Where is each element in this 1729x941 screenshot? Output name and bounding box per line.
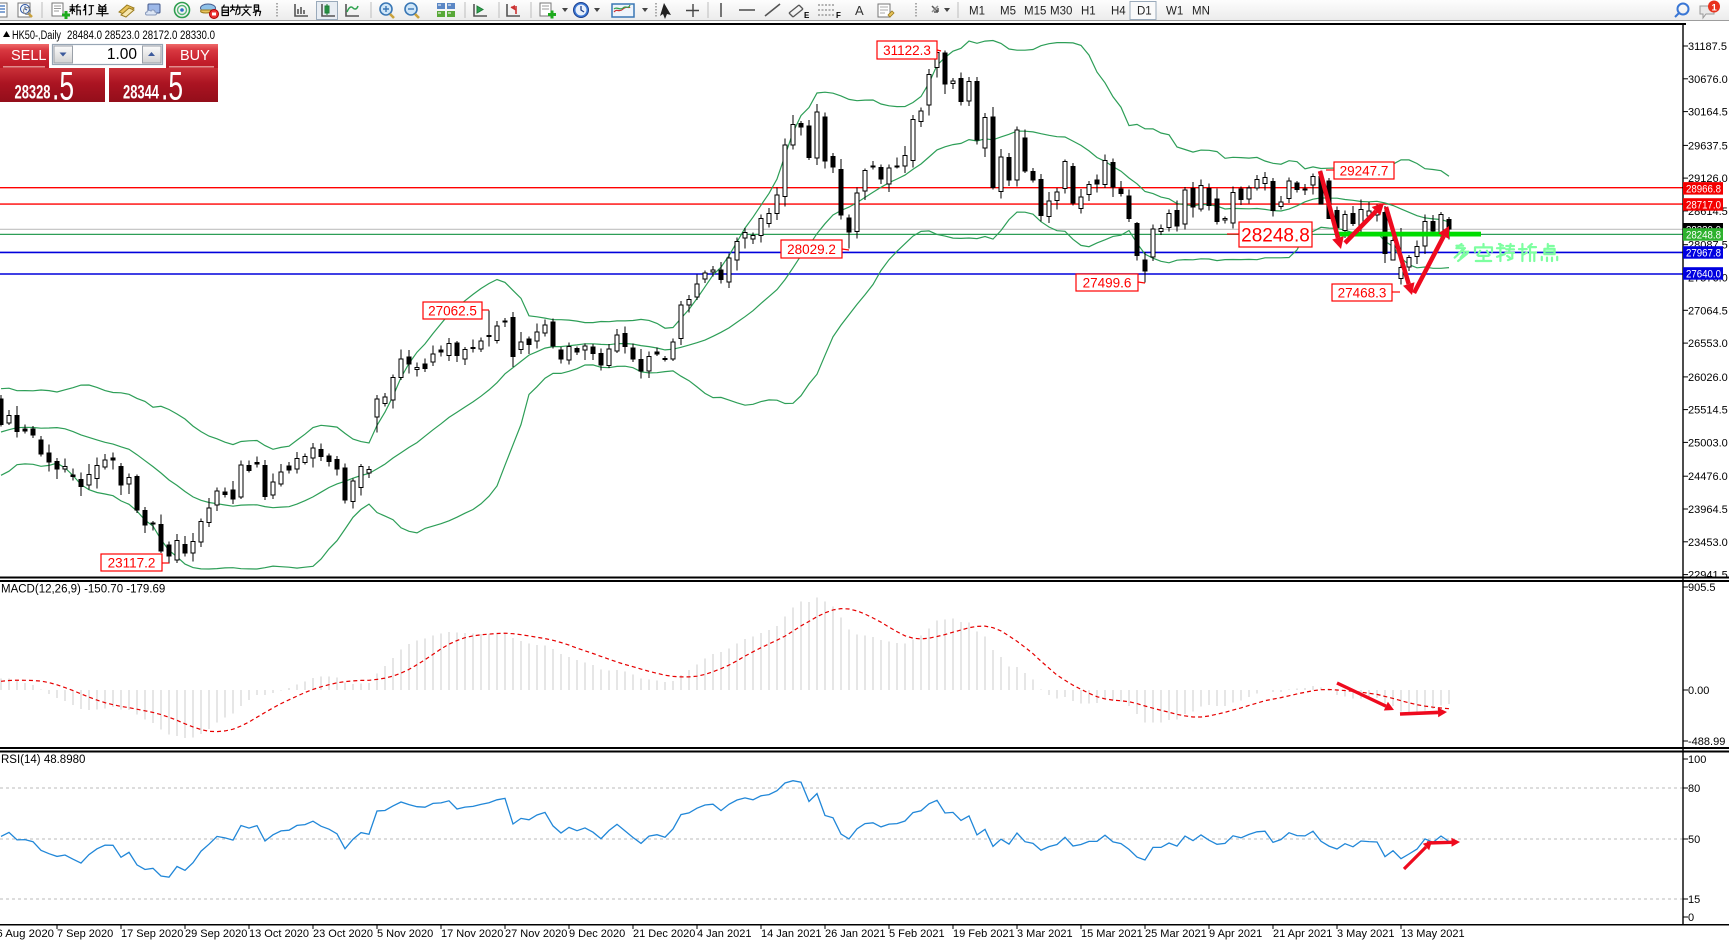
svg-text:27967.8: 27967.8	[1686, 248, 1721, 260]
svg-text:13 May 2021: 13 May 2021	[1401, 928, 1465, 940]
svg-text:25003.0: 25003.0	[1688, 437, 1728, 449]
svg-text:-488.99: -488.99	[1688, 736, 1725, 748]
svg-text:F: F	[836, 11, 841, 20]
svg-text:M30: M30	[1050, 6, 1072, 18]
svg-text:31122.3: 31122.3	[883, 43, 931, 58]
svg-text:27640.0: 27640.0	[1686, 269, 1721, 281]
svg-text:28484.0 28523.0 28172.0 28330.: 28484.0 28523.0 28172.0 28330.0	[67, 30, 215, 42]
svg-text:4 Jan 2021: 4 Jan 2021	[697, 928, 751, 940]
svg-text:5 Nov 2020: 5 Nov 2020	[377, 928, 433, 940]
svg-text:30164.5: 30164.5	[1688, 107, 1728, 119]
svg-text:H4: H4	[1111, 6, 1126, 18]
svg-text:.5: .5	[161, 65, 183, 109]
svg-text:26 Aug 2020: 26 Aug 2020	[0, 928, 54, 940]
svg-text:3 Mar 2021: 3 Mar 2021	[1017, 928, 1073, 940]
svg-text:28248.8: 28248.8	[1686, 230, 1721, 242]
svg-text:13 Oct 2020: 13 Oct 2020	[249, 928, 309, 940]
svg-text:29637.5: 29637.5	[1688, 140, 1728, 152]
svg-text:31187.5: 31187.5	[1688, 41, 1727, 53]
svg-text:21 Apr 2021: 21 Apr 2021	[1273, 928, 1332, 940]
svg-text:M5: M5	[1000, 6, 1016, 18]
svg-text:15: 15	[1688, 894, 1700, 906]
svg-text:0.00: 0.00	[1688, 685, 1709, 697]
svg-text:MACD(12,26,9) -150.70 -179.69: MACD(12,26,9) -150.70 -179.69	[1, 584, 165, 596]
svg-text:15 Mar 2021: 15 Mar 2021	[1081, 928, 1143, 940]
svg-text:3 May 2021: 3 May 2021	[1337, 928, 1394, 940]
svg-text:29247.7: 29247.7	[1340, 163, 1389, 178]
svg-text:28344: 28344	[123, 83, 159, 104]
svg-text:17 Sep 2020: 17 Sep 2020	[121, 928, 183, 940]
svg-text:28328: 28328	[15, 83, 51, 104]
svg-text:1.00: 1.00	[107, 46, 138, 63]
svg-text:M1: M1	[969, 6, 985, 18]
svg-text:80: 80	[1688, 783, 1700, 795]
svg-text:MN: MN	[1192, 6, 1210, 18]
svg-text:27 Nov 2020: 27 Nov 2020	[505, 928, 567, 940]
svg-text:14 Jan 2021: 14 Jan 2021	[761, 928, 822, 940]
svg-text:H1: H1	[1081, 6, 1096, 18]
svg-text:50: 50	[1688, 834, 1700, 846]
svg-text:24476.0: 24476.0	[1688, 471, 1728, 483]
svg-text:26553.0: 26553.0	[1688, 338, 1728, 350]
svg-text:SELL: SELL	[11, 48, 46, 64]
svg-text:29 Sep 2020: 29 Sep 2020	[185, 928, 247, 940]
svg-text:E: E	[804, 11, 810, 20]
svg-text:30676.0: 30676.0	[1688, 74, 1728, 86]
svg-text:27499.6: 27499.6	[1083, 275, 1132, 290]
svg-text:100: 100	[1688, 754, 1706, 766]
svg-text:25 Mar 2021: 25 Mar 2021	[1145, 928, 1207, 940]
svg-text:HK50-,Daily: HK50-,Daily	[12, 30, 61, 42]
svg-text:RSI(14) 48.8980: RSI(14) 48.8980	[1, 754, 85, 766]
svg-text:BUY: BUY	[180, 48, 210, 64]
svg-text:9 Dec 2020: 9 Dec 2020	[569, 928, 625, 940]
svg-text:26026.0: 26026.0	[1688, 372, 1728, 384]
svg-text:1: 1	[1712, 3, 1718, 14]
svg-text:5 Feb 2021: 5 Feb 2021	[889, 928, 945, 940]
svg-text:21 Dec 2020: 21 Dec 2020	[633, 928, 695, 940]
svg-text:19 Feb 2021: 19 Feb 2021	[953, 928, 1015, 940]
svg-text:23 Oct 2020: 23 Oct 2020	[313, 928, 373, 940]
svg-text:28966.8: 28966.8	[1686, 184, 1721, 196]
svg-text:26 Jan 2021: 26 Jan 2021	[825, 928, 886, 940]
svg-text:.5: .5	[52, 65, 74, 109]
svg-text:7 Sep 2020: 7 Sep 2020	[57, 928, 113, 940]
svg-text:W1: W1	[1166, 6, 1183, 18]
svg-text:A: A	[855, 3, 864, 18]
svg-text:23453.0: 23453.0	[1688, 537, 1728, 549]
svg-text:28717.0: 28717.0	[1686, 200, 1721, 212]
svg-text:27062.5: 27062.5	[428, 303, 477, 318]
svg-text:905.5: 905.5	[1688, 582, 1716, 594]
svg-text:22941.5: 22941.5	[1688, 570, 1728, 582]
svg-text:23117.2: 23117.2	[108, 555, 156, 570]
svg-text:9 Apr 2021: 9 Apr 2021	[1209, 928, 1262, 940]
svg-text:25514.5: 25514.5	[1688, 405, 1728, 417]
svg-text:M15: M15	[1024, 6, 1046, 18]
svg-text:0: 0	[1688, 912, 1694, 924]
svg-text:28029.2: 28029.2	[787, 242, 836, 257]
svg-text:D1: D1	[1137, 6, 1152, 18]
svg-text:27468.3: 27468.3	[1338, 285, 1387, 300]
svg-text:23964.5: 23964.5	[1688, 504, 1728, 516]
svg-text:28248.8: 28248.8	[1241, 225, 1310, 246]
svg-text:17 Nov 2020: 17 Nov 2020	[441, 928, 503, 940]
svg-text:27064.5: 27064.5	[1688, 305, 1728, 317]
